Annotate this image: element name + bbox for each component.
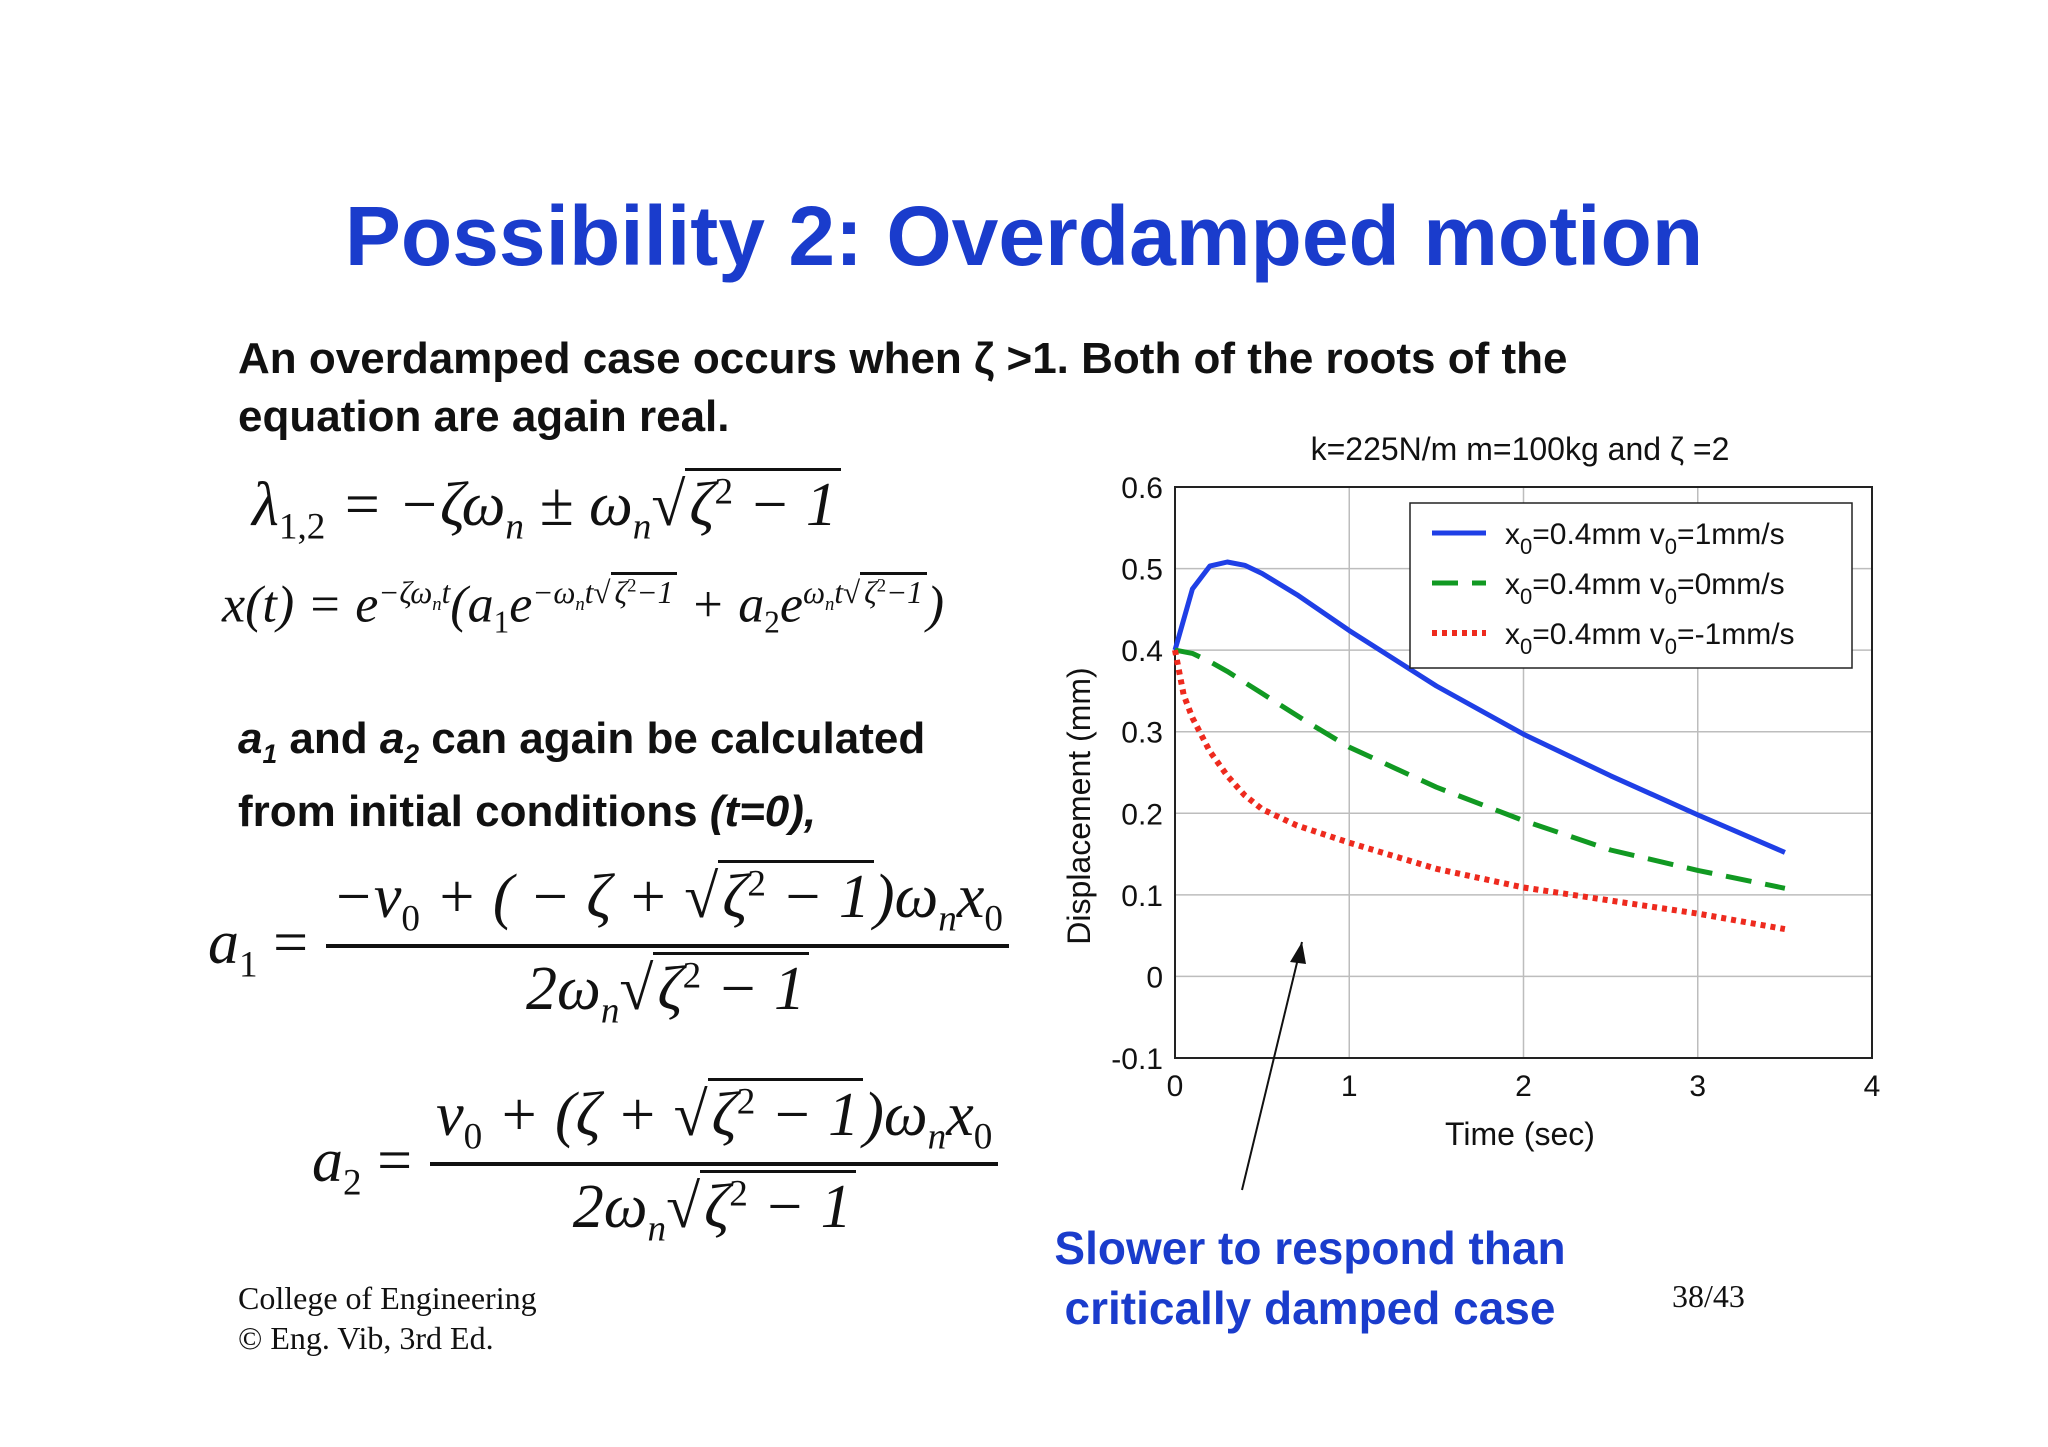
coefficients-text: a1 and a2 can again be calculated from i… [238, 710, 925, 841]
coefficients-line-1: a1 and a2 can again be calculated [238, 710, 925, 783]
roots-equation: λ1,2 = −ζωn ± ωn√ζ2 − 1 [252, 468, 841, 548]
a1-symbol: a [238, 714, 263, 763]
and-text: and [277, 714, 380, 763]
legend-label-3: x0=0.4mm v0=-1mm/s [1505, 618, 1795, 659]
legend-label-part: =1mm/s [1677, 518, 1785, 551]
legend-label-1: x0=0.4mm v0=1mm/s [1505, 518, 1785, 559]
legend-label-part: x [1505, 568, 1520, 601]
y-tick-label: -0.1 [1111, 1043, 1163, 1076]
x-tick-label: 2 [1515, 1070, 1532, 1103]
callout-line-1: Slower to respond than [1054, 1222, 1566, 1274]
annotation-arrow-line [1241, 941, 1303, 1191]
callout-line-2: critically damped case [1064, 1282, 1556, 1334]
y-tick-label: 0.5 [1121, 554, 1163, 587]
footer-credit: College of Engineering © Eng. Vib, 3rd E… [238, 1278, 537, 1358]
a2-subscript: 2 [404, 738, 420, 769]
x-tick-label: 3 [1689, 1070, 1706, 1103]
x-tick-label: 0 [1167, 1070, 1184, 1103]
coef-rest: can again be calculated [419, 714, 926, 763]
footer-line-2: © Eng. Vib, 3rd Ed. [238, 1320, 494, 1356]
legend-label-part: 0 [1520, 584, 1532, 609]
coef-line2-prefix: from initial conditions [238, 786, 710, 836]
chart-legend: x0=0.4mm v0=1mm/sx0=0.4mm v0=0mm/sx0=0.4… [1409, 502, 1853, 669]
callout-text: Slower to respond than critically damped… [1010, 1218, 1610, 1338]
a1-subscript: 1 [262, 738, 278, 769]
chart-title: k=225N/m m=100kg and ζ =2 [1311, 431, 1730, 467]
intro-line-2: equation are again real. [238, 392, 730, 441]
x-tick-label: 4 [1864, 1070, 1881, 1103]
legend-label-part: 0 [1520, 634, 1532, 659]
a1-equation: a1 = −v0 + ( − ζ + √ζ2 − 1)ωnx0 2ωn√ζ2 −… [208, 860, 1009, 1033]
y-tick-label: 0.3 [1121, 717, 1163, 750]
x-axis-label: Time (sec) [1445, 1116, 1595, 1152]
legend-label-part: 0 [1665, 584, 1677, 609]
legend-label-part: x [1505, 618, 1520, 651]
chart-series [1172, 559, 1786, 933]
plot-frame [1174, 486, 1873, 1059]
x-tick-label: 1 [1341, 1070, 1358, 1103]
legend-label-part: =0mm/s [1677, 568, 1785, 601]
solution-equation: x(t) = e−ζωnt(a1e−ωnt√ ζ2−1 + a2eωnt√ ζ2−1… [222, 572, 944, 641]
y-tick-label: 0.4 [1121, 635, 1163, 668]
y-tick-label: 0.6 [1121, 472, 1163, 505]
y-tick-label: 0.1 [1121, 880, 1163, 913]
series-line-3 [1172, 649, 1786, 933]
y-tick-label: 0 [1146, 961, 1163, 994]
legend-label-part: =0.4mm v [1532, 518, 1665, 551]
legend-label-part: =-1mm/s [1677, 618, 1795, 651]
a2-equation: a2 = v0 + (ζ + √ζ2 − 1)ωnx0 2ωn√ζ2 − 1 [312, 1078, 999, 1251]
page-number: 38/43 [1672, 1278, 1745, 1314]
legend-label-part: =0.4mm v [1532, 568, 1665, 601]
legend-label-part: x [1505, 518, 1520, 551]
annotation-arrow-head [1290, 942, 1306, 964]
coef-line2-italic: (t=0), [709, 786, 817, 836]
legend-label-part: 0 [1520, 534, 1532, 559]
a2-symbol: a [379, 714, 405, 763]
footer-line-1: College of Engineering [238, 1280, 537, 1316]
series-line-2 [1174, 647, 1786, 891]
y-axis-label: Displacement (mm) [1061, 667, 1097, 944]
legend-label-2: x0=0.4mm v0=0mm/s [1505, 568, 1785, 609]
y-tick-label: 0.2 [1121, 798, 1163, 831]
coefficients-line-2: from initial conditions (t=0), [238, 783, 925, 841]
legend-label-part: =0.4mm v [1532, 618, 1665, 651]
series-line-1 [1172, 559, 1786, 855]
intro-line-1: An overdamped case occurs when ζ >1. Bot… [238, 334, 1568, 383]
chart-ticks: 0 1 2 3 4-0.100.10.20.30.40.50.6 [1111, 472, 1880, 1103]
slide-title: Possibility 2: Overdamped motion [344, 189, 1704, 283]
legend-label-part: 0 [1665, 634, 1677, 659]
intro-text: An overdamped case occurs when ζ >1. Bot… [238, 330, 1798, 446]
legend-label-part: 0 [1665, 534, 1677, 559]
